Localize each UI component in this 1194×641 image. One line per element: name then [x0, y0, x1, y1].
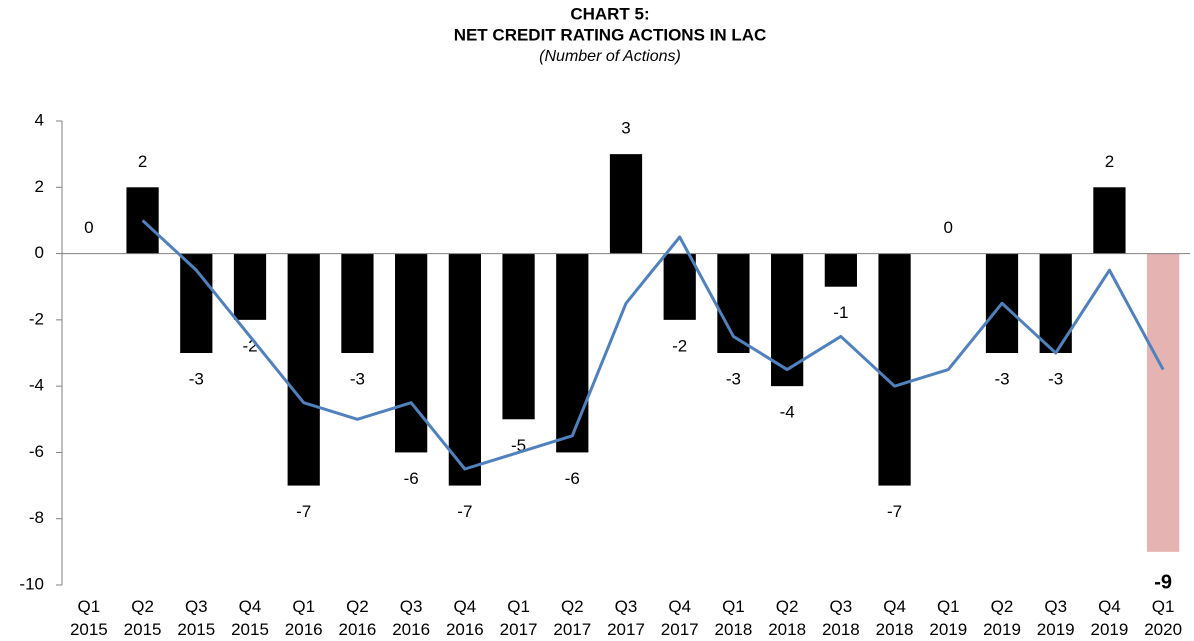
y-tick-label: -10	[19, 574, 44, 593]
units-note: (Number of Actions)	[539, 48, 681, 65]
bar	[395, 253, 428, 453]
x-tick-label: Q4 2017	[661, 597, 699, 639]
bar	[663, 253, 696, 320]
x-tick-label: Q3 2016	[392, 597, 430, 639]
data-label: -7	[296, 502, 311, 521]
x-tick-label: Q2 2015	[124, 597, 162, 639]
bar	[824, 253, 857, 287]
bar	[878, 253, 911, 486]
data-label: 2	[1105, 152, 1114, 171]
data-label: -2	[242, 336, 257, 355]
y-tick-label: -8	[29, 508, 44, 527]
chart-subtitle: NET CREDIT RATING ACTIONS IN LAC	[454, 25, 767, 44]
x-tick-label: Q1 2015	[70, 597, 108, 639]
data-label: -6	[404, 469, 419, 488]
x-tick-label: Q2 2016	[339, 597, 377, 639]
bar	[771, 253, 804, 387]
x-tick-label: Q1 2016	[285, 597, 323, 639]
data-label: 3	[621, 119, 630, 138]
x-tick-label: Q1 2018	[715, 597, 753, 639]
data-label: 0	[944, 218, 953, 237]
data-label: -6	[565, 469, 580, 488]
bar	[502, 253, 535, 420]
y-tick-label: -2	[29, 309, 44, 328]
line	[141, 219, 1165, 471]
y-tick-label: 2	[35, 177, 44, 196]
bar	[1147, 253, 1180, 552]
x-tick-label: Q4 2016	[446, 597, 484, 639]
x-tick-label: Q1 2020	[1144, 597, 1182, 639]
data-label: 0	[84, 218, 93, 237]
x-tick-label: Q3 2019	[1037, 597, 1075, 639]
bar	[287, 253, 320, 486]
chart-title: CHART 5:	[570, 4, 649, 23]
x-tick-label: Q3 2018	[822, 597, 860, 639]
y-tick-label: -6	[29, 442, 44, 461]
bar	[233, 253, 267, 320]
data-label: -3	[994, 369, 1009, 388]
data-label: -9	[1154, 571, 1172, 593]
x-tick-label: Q1 2017	[500, 597, 538, 639]
x-tick-label: Q3 2015	[177, 597, 215, 639]
data-label: -2	[672, 336, 687, 355]
x-tick-label: Q2 2019	[983, 597, 1021, 639]
data-label: -4	[780, 403, 795, 422]
x-tick-label: Q3 2017	[607, 597, 645, 639]
bar	[609, 154, 643, 254]
x-tick-label: Q2 2017	[553, 597, 591, 639]
y-tick-label: -4	[29, 376, 44, 395]
bar	[556, 253, 589, 453]
data-label: 2	[138, 152, 147, 171]
data-label: -3	[1048, 369, 1063, 388]
data-label: -7	[887, 502, 902, 521]
bar	[341, 253, 374, 353]
x-tick-label: Q4 2018	[876, 597, 914, 639]
y-tick-label: 0	[35, 243, 44, 262]
data-label: -3	[350, 369, 365, 388]
y-tick-label: 4	[35, 110, 44, 129]
data-label: -3	[189, 369, 204, 388]
x-tick-label: Q4 2015	[231, 597, 269, 639]
data-label: -7	[457, 502, 472, 521]
x-tick-label: Q4 2019	[1091, 597, 1129, 639]
x-tick-label: Q1 2019	[929, 597, 967, 639]
bar	[448, 253, 481, 486]
x-tick-label: Q2 2018	[768, 597, 806, 639]
data-label: -1	[833, 303, 848, 322]
bar	[1093, 187, 1126, 254]
data-label: -3	[726, 369, 741, 388]
